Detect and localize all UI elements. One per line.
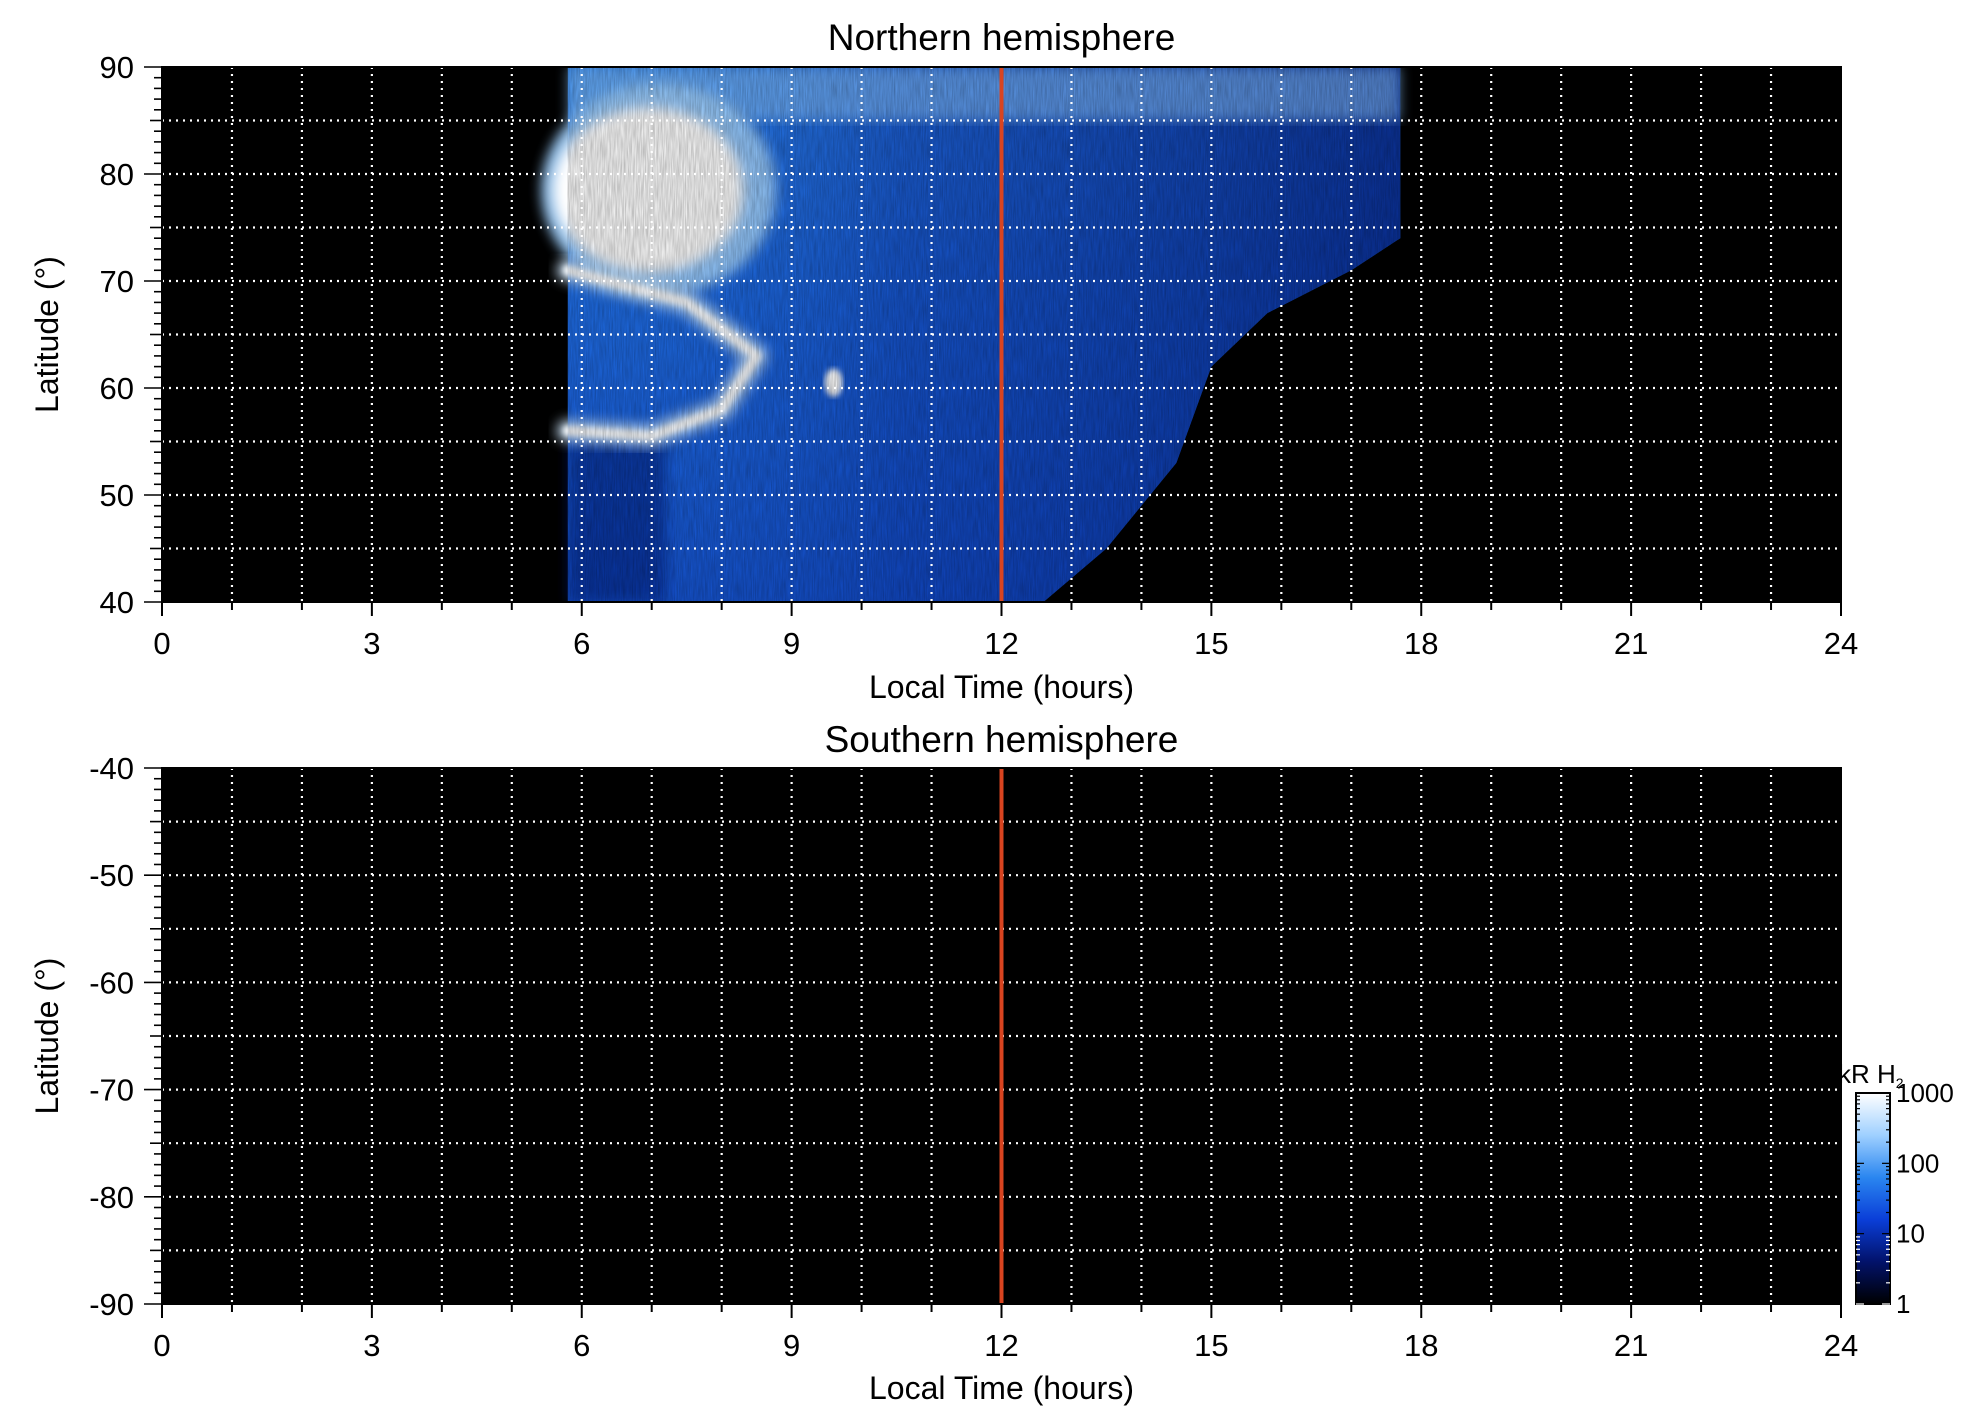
y-tick-label: -70: [89, 1073, 134, 1108]
x-tick-label: 12: [984, 1328, 1018, 1363]
plot-area-north: 0 3 6 9 12 15 18 21 24 40 50 60 70 80 90: [100, 50, 1859, 661]
chart-title-south: Southern hemisphere: [825, 719, 1179, 760]
colorbar-gradient: [1855, 1092, 1891, 1305]
colorbar-tick-label: 100: [1896, 1148, 1939, 1178]
x-tick-label: 24: [1824, 626, 1858, 661]
x-tick-label: 24: [1824, 1328, 1858, 1363]
y-tick-label: 60: [100, 371, 134, 406]
y-tick-label: 80: [100, 157, 134, 192]
emission-region: [541, 67, 1401, 602]
y-tick-label: 70: [100, 264, 134, 299]
x-axis-label-north: Local Time (hours): [869, 669, 1134, 705]
colorbar-label-main: kR H: [1838, 1059, 1896, 1089]
y-tick-label: -60: [89, 965, 134, 1000]
x-tick-label: 15: [1194, 626, 1228, 661]
colorbar-tick-label: 1000: [1896, 1078, 1954, 1108]
colorbar-label-subscript: 2: [1896, 1075, 1904, 1091]
y-tick-label: -50: [89, 858, 134, 893]
x-axis: 0 3 6 9 12 15 18 21 24: [153, 602, 1858, 661]
x-tick-label: 15: [1194, 1328, 1228, 1363]
colorbar-label: kR H2: [1838, 1059, 1904, 1091]
x-axis: 0 3 6 9 12 15 18 21 24: [153, 1304, 1858, 1363]
x-tick-label: 3: [363, 1328, 380, 1363]
chart-title-north: Northern hemisphere: [828, 17, 1176, 58]
emission-texture: [567, 67, 1401, 602]
y-axis: 40 50 60 70 80 90: [100, 50, 162, 620]
x-tick-label: 6: [573, 1328, 590, 1363]
colorbar-tick-label: 10: [1896, 1219, 1925, 1249]
x-tick-label: 9: [783, 626, 800, 661]
x-tick-label: 18: [1404, 1328, 1438, 1363]
y-tick-label: -90: [89, 1287, 134, 1322]
x-tick-label: 3: [363, 626, 380, 661]
x-tick-label: 6: [573, 626, 590, 661]
x-tick-label: 18: [1404, 626, 1438, 661]
y-tick-label: 50: [100, 478, 134, 513]
plot-area-south: 0 3 6 9 12 15 18 21 24 -40 -50 -60 -70 -80 -90: [89, 751, 1858, 1363]
y-tick-label: -40: [89, 751, 134, 786]
y-axis-label-north: Latitude (°): [29, 256, 65, 413]
x-tick-label: 21: [1614, 626, 1648, 661]
colorbar-tick-label: 1: [1896, 1289, 1910, 1319]
x-tick-label: 21: [1614, 1328, 1648, 1363]
y-tick-label: 90: [100, 50, 134, 85]
x-tick-label: 9: [783, 1328, 800, 1363]
x-tick-label: 0: [153, 1328, 170, 1363]
y-axis: -40 -50 -60 -70 -80 -90: [89, 751, 162, 1322]
grid: [162, 67, 1841, 602]
y-tick-label: -80: [89, 1180, 134, 1215]
y-tick-label: 40: [100, 585, 134, 620]
x-axis-label-south: Local Time (hours): [869, 1370, 1134, 1406]
x-tick-label: 0: [153, 626, 170, 661]
y-axis-label-south: Latitude (°): [29, 958, 65, 1115]
colorbar: kR H2 1 10 100 1000: [1838, 1059, 1954, 1319]
x-tick-label: 12: [984, 626, 1018, 661]
